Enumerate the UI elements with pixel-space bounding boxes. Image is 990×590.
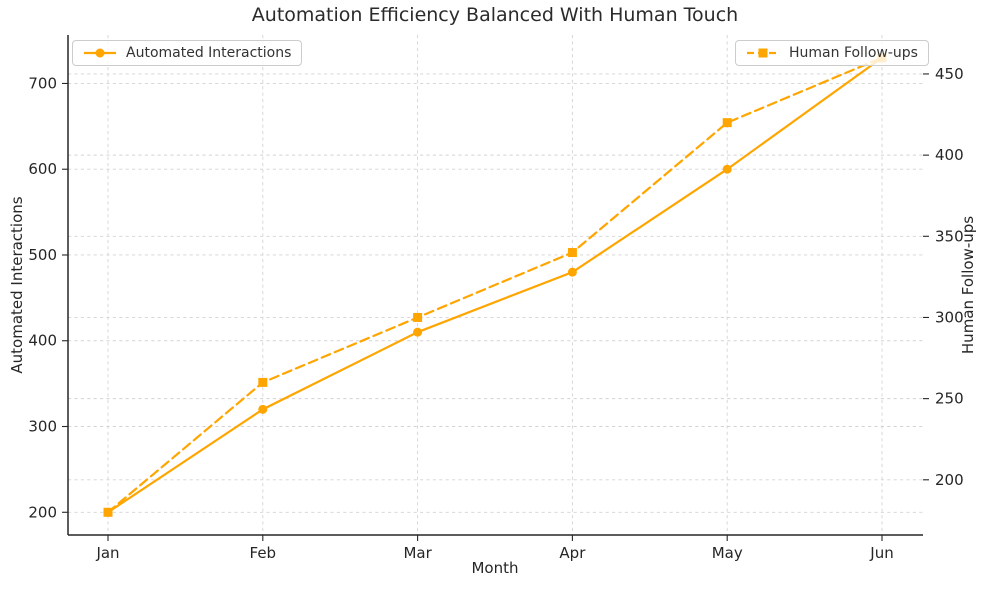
left-tick-label: 300	[28, 418, 57, 436]
right-tick-label: 450	[935, 65, 964, 83]
x-tick-label: Mar	[403, 544, 432, 562]
legend-solid-line-circle-icon	[84, 48, 116, 58]
data-point-marker	[413, 327, 423, 337]
data-point-marker	[567, 267, 577, 277]
right-tick-label: 400	[935, 146, 964, 164]
x-axis-label: Month	[471, 559, 519, 577]
legend-automated-interactions: Automated Interactions	[72, 40, 303, 66]
x-tick-label: Jan	[95, 544, 119, 562]
series-line	[106, 56, 884, 514]
axis-spines	[67, 35, 923, 536]
left-y-axis-label: Automated Interactions	[8, 196, 26, 374]
legend-label: Automated Interactions	[126, 45, 292, 61]
left-tick-label: 500	[28, 246, 57, 264]
legend-label: Human Follow-ups	[789, 45, 918, 61]
legend-human-follow-ups: Human Follow-ups	[735, 40, 929, 66]
tick-marks	[62, 73, 929, 541]
data-point-marker	[567, 248, 577, 258]
gridlines	[68, 35, 923, 535]
x-tick-label: Feb	[250, 544, 277, 562]
chart-title: Automation Efficiency Balanced With Huma…	[251, 4, 739, 26]
right-tick-label: 350	[935, 227, 964, 245]
tick-labels: 200 300 400 500 600 700 200 250 300 350 400 450 Jan F…	[28, 65, 963, 562]
data-point-marker	[258, 404, 268, 414]
data-point-marker	[722, 164, 732, 174]
data-point-marker	[413, 312, 423, 322]
left-tick-label: 700	[28, 74, 57, 92]
x-tick-label: Jun	[869, 544, 893, 562]
right-tick-label: 300	[935, 308, 964, 326]
series-line	[106, 56, 884, 514]
data-point-marker	[103, 507, 113, 517]
series-human-follow-ups	[103, 53, 887, 517]
left-tick-label: 400	[28, 332, 57, 350]
data-point-marker	[258, 377, 268, 387]
right-tick-label: 250	[935, 390, 964, 408]
right-y-axis-label: Human Follow-ups	[959, 215, 977, 355]
data-point-marker	[722, 118, 732, 128]
x-tick-label: Apr	[559, 544, 586, 562]
left-tick-label: 200	[28, 503, 57, 521]
x-tick-label: May	[712, 544, 743, 562]
legend-dashed-line-square-icon	[747, 48, 779, 58]
left-tick-label: 600	[28, 160, 57, 178]
right-tick-label: 200	[935, 471, 964, 489]
